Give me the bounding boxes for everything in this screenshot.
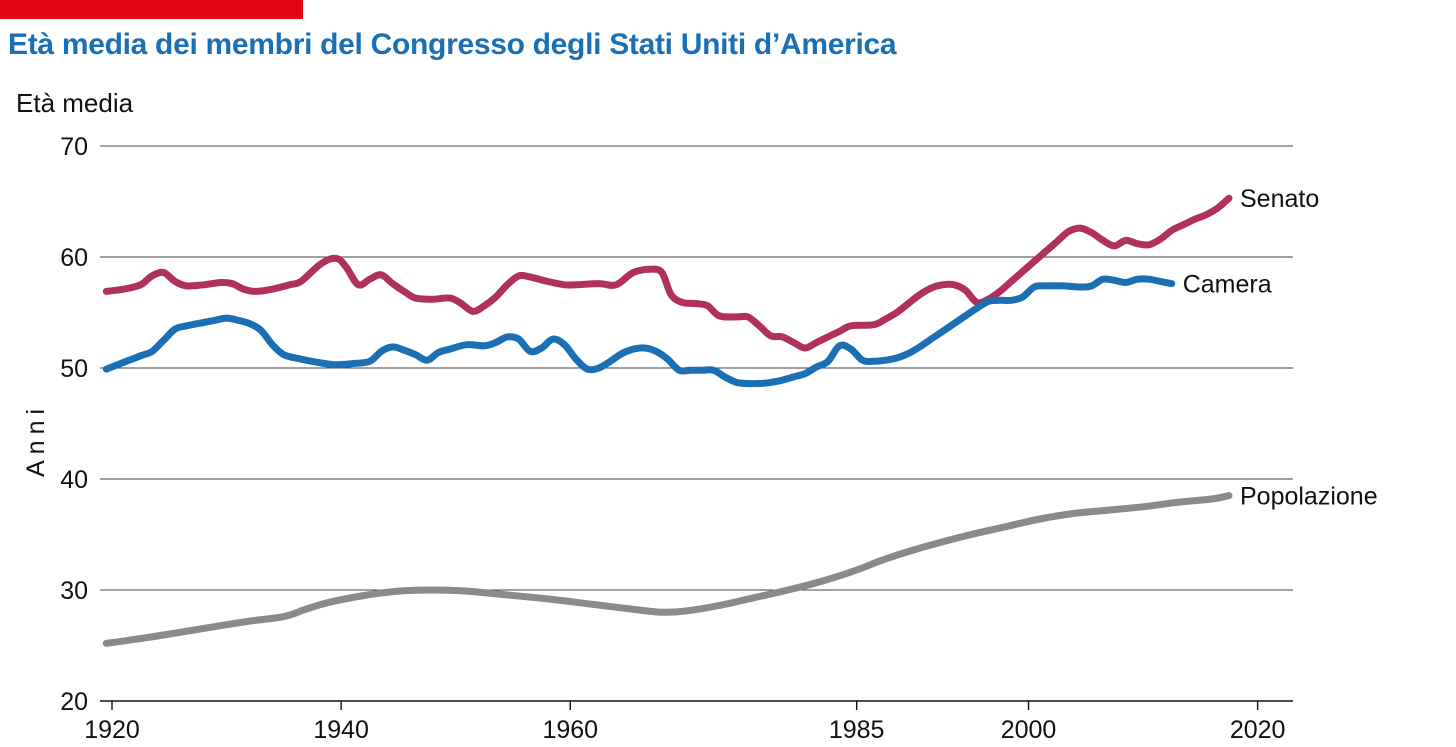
series-line-camera: [102, 275, 1176, 388]
x-tick-label-1985: 1985: [829, 716, 885, 744]
y-tick-label-50: 50: [60, 355, 88, 383]
series-label-popolazione: Popolazione: [1240, 483, 1378, 511]
chart-title: Età media dei membri del Congresso degli…: [8, 28, 897, 61]
y-tick-label-70: 70: [60, 133, 88, 161]
x-tick-label-2000: 2000: [1001, 716, 1057, 744]
y-tick-labels: 20 30 40 50 60 70: [60, 133, 88, 716]
x-tick-label-1940: 1940: [313, 716, 369, 744]
x-tick-label-1920: 1920: [84, 716, 140, 744]
y-axis-title: Anni: [22, 403, 50, 477]
x-axis: 1920 1940 1960 1985 2000 2020: [84, 700, 1293, 744]
x-tick-label-2020: 2020: [1230, 716, 1286, 744]
y-tick-label-20: 20: [60, 688, 88, 716]
series-lines: [102, 194, 1233, 647]
y-tick-label-60: 60: [60, 244, 88, 272]
series-line-senato: [102, 194, 1233, 352]
series-labels: Senato Camera Popolazione: [1183, 185, 1378, 510]
series-line-popolazione: [102, 492, 1233, 647]
series-label-senato: Senato: [1240, 185, 1319, 213]
y-tick-label-30: 30: [60, 577, 88, 605]
accent-bar: [0, 0, 303, 19]
y-unit-label: Età media: [16, 88, 134, 118]
y-tick-label-40: 40: [60, 466, 88, 494]
series-label-camera: Camera: [1183, 271, 1272, 299]
x-tick-label-1960: 1960: [542, 716, 598, 744]
